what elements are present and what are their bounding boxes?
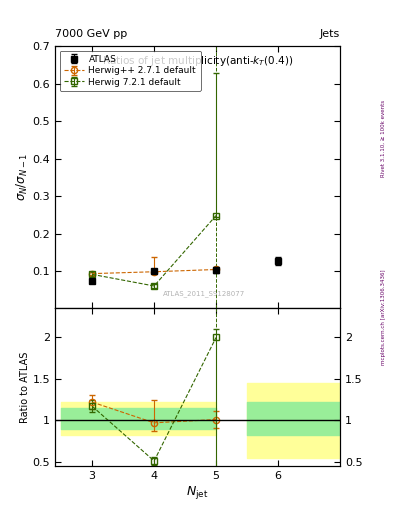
Text: 7000 GeV pp: 7000 GeV pp	[55, 29, 127, 39]
Text: mcplots.cern.ch [arXiv:1306.3436]: mcplots.cern.ch [arXiv:1306.3436]	[381, 270, 386, 365]
Text: Rivet 3.1.10, ≥ 100k events: Rivet 3.1.10, ≥ 100k events	[381, 100, 386, 177]
Y-axis label: Ratio to ATLAS: Ratio to ATLAS	[20, 352, 30, 423]
X-axis label: $N_{\rm jet}$: $N_{\rm jet}$	[186, 483, 209, 501]
Text: Ratios of jet multiplicity(anti-$k_T$(0.4)): Ratios of jet multiplicity(anti-$k_T$(0.…	[102, 54, 293, 68]
Legend: ATLAS, Herwig++ 2.7.1 default, Herwig 7.2.1 default: ATLAS, Herwig++ 2.7.1 default, Herwig 7.…	[59, 51, 200, 91]
Y-axis label: $\sigma_N/\sigma_{N-1}$: $\sigma_N/\sigma_{N-1}$	[15, 153, 29, 201]
Text: ATLAS_2011_S9128077: ATLAS_2011_S9128077	[163, 290, 246, 297]
Text: Jets: Jets	[320, 29, 340, 39]
